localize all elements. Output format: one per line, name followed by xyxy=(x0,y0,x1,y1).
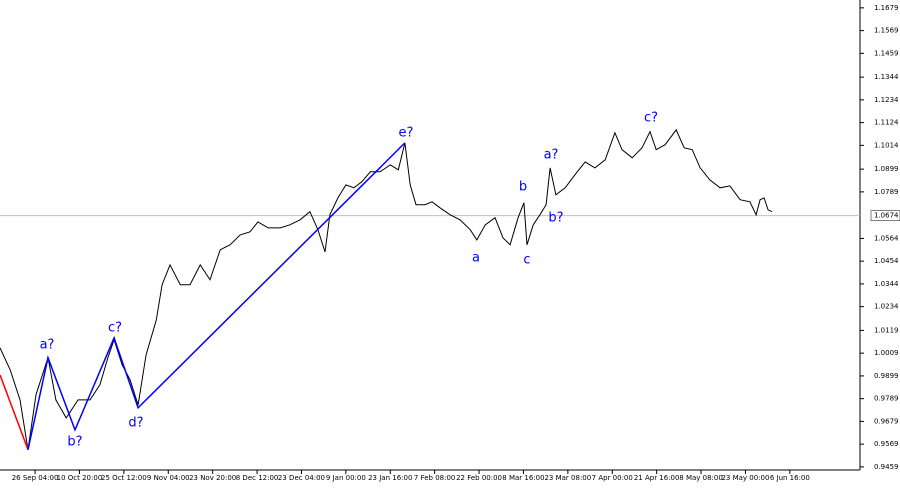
current-price-box xyxy=(870,210,900,221)
y-tick-label: 1.1234 xyxy=(874,96,899,104)
series-line xyxy=(0,374,29,450)
x-tick-label: 23 Jan 16:00 xyxy=(368,474,412,482)
x-tick-label: 7 Feb 08:00 xyxy=(414,474,455,482)
x-tick-label: 8 Dec 12:00 xyxy=(236,474,279,482)
y-tick-label: 1.0119 xyxy=(874,326,899,334)
current-price-label: 1.0674 xyxy=(874,212,899,220)
x-tick-label: 7 Apr 00:00 xyxy=(592,474,633,482)
y-tick-label: 1.1124 xyxy=(874,119,899,127)
x-tick-label: 9 Nov 04:00 xyxy=(147,474,190,482)
y-tick-label: 1.1569 xyxy=(874,27,899,35)
y-tick-label: 1.0899 xyxy=(874,165,899,173)
wave-label: c xyxy=(523,253,530,268)
y-tick-label: 0.9789 xyxy=(874,395,899,403)
x-tick-label: 23 Nov 20:00 xyxy=(189,474,236,482)
y-tick-label: 1.0234 xyxy=(874,303,899,311)
x-tick-label: 9 Jan 00:00 xyxy=(326,474,366,482)
wave-label: c? xyxy=(644,111,658,126)
y-tick-label: 0.9899 xyxy=(874,372,899,380)
series-line xyxy=(27,142,406,450)
y-tick-label: 0.9569 xyxy=(874,440,899,448)
x-tick-label: 25 Oct 12:00 xyxy=(101,474,147,482)
y-tick-label: 1.1679 xyxy=(874,4,899,12)
x-tick-label: 23 Dec 04:00 xyxy=(278,474,325,482)
x-tick-label: 22 Feb 00:00 xyxy=(456,474,502,482)
y-tick-label: 0.9679 xyxy=(874,417,899,425)
wave-label: c? xyxy=(108,321,122,336)
wave-label: e? xyxy=(399,126,414,141)
wave-label: a xyxy=(472,251,480,266)
x-tick-label: 23 Mar 08:00 xyxy=(544,474,591,482)
x-tick-label: 8 May 08:00 xyxy=(679,474,723,482)
y-tick-label: 1.0564 xyxy=(874,234,899,242)
x-tick-label: 10 Oct 20:00 xyxy=(57,474,103,482)
y-tick-label: 1.1344 xyxy=(874,73,899,81)
wave-label: b? xyxy=(67,435,82,450)
wave-label: a? xyxy=(544,148,559,163)
y-tick-label: 1.0789 xyxy=(874,188,899,196)
y-tick-label: 1.0454 xyxy=(874,257,899,265)
series-line xyxy=(0,128,773,450)
wave-label: b xyxy=(519,180,527,195)
wave-label: b? xyxy=(548,211,563,226)
y-tick-label: 1.1014 xyxy=(874,141,899,149)
x-tick-label: 23 May 00:00 xyxy=(721,474,769,482)
y-tick-label: 0.9459 xyxy=(874,463,899,471)
x-tick-label: 26 Sep 04:00 xyxy=(12,474,59,482)
x-tick-label: 6 Jun 16:00 xyxy=(770,474,810,482)
y-tick-label: 1.0344 xyxy=(874,280,899,288)
x-tick-label: 8 Mar 16:00 xyxy=(502,474,544,482)
y-tick-label: 1.1459 xyxy=(874,49,899,57)
y-tick-label: 1.0009 xyxy=(874,349,899,357)
wave-label: a? xyxy=(40,338,55,353)
wave-label: d? xyxy=(128,416,143,431)
x-tick-label: 21 Apr 16:00 xyxy=(634,474,680,482)
